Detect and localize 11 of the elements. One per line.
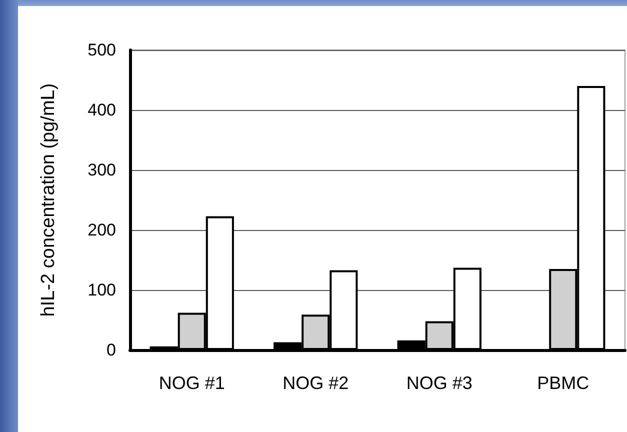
y-tick-label: 400 [88,100,116,120]
x-tick-label: PBMC [537,373,590,393]
x-tick-label: NOG #2 [282,373,349,393]
x-tick-label: NOG #1 [158,373,225,393]
x-tick-label: NOG #3 [406,373,472,393]
y-tick-label: 200 [88,220,116,240]
y-tick-label: 300 [88,160,116,180]
y-axis-title: hIL-2 concentration (pg/mL) [38,83,59,317]
y-tick-label: 500 [88,40,116,60]
y-tick-label: 0 [106,340,116,360]
y-tick-label: 100 [88,280,116,300]
